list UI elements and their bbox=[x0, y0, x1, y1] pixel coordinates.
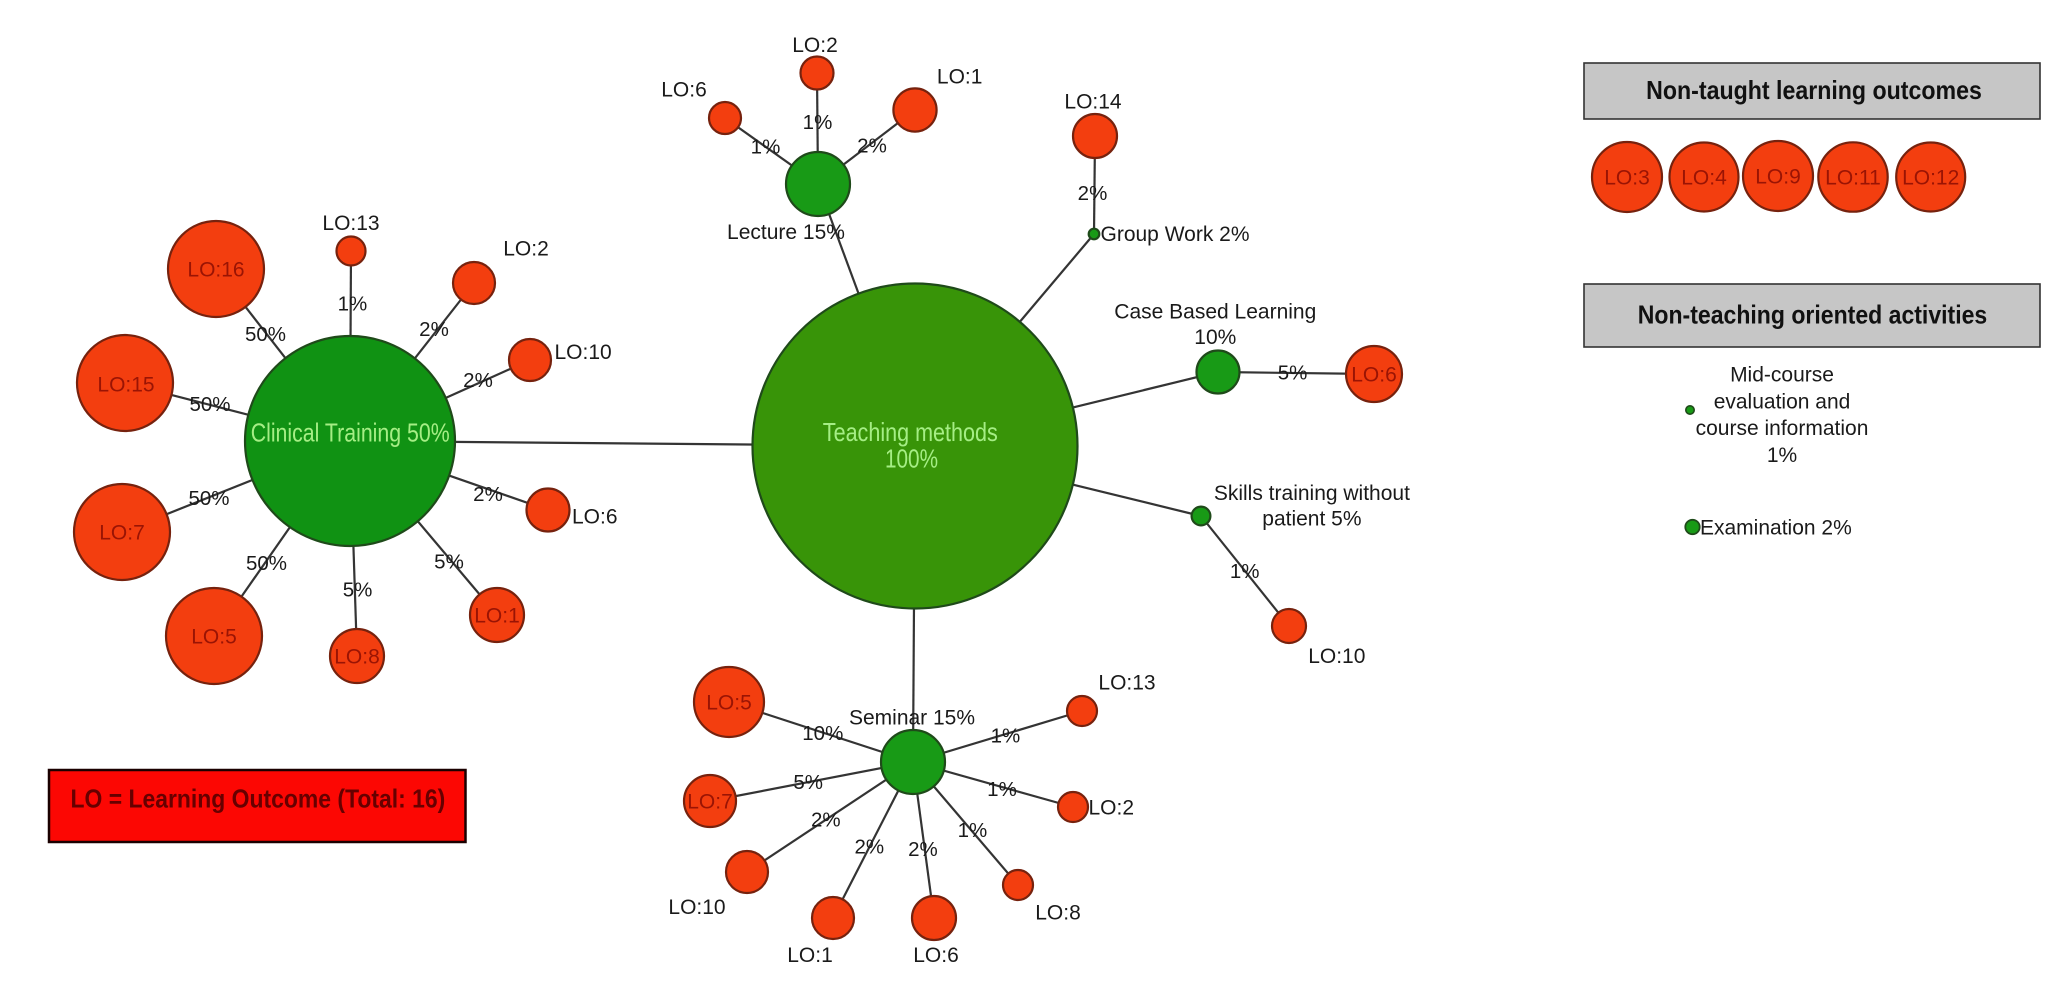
svg-text:LO:10: LO:10 bbox=[1308, 645, 1365, 668]
svg-text:course information: course information bbox=[1696, 417, 1869, 440]
svg-text:1%: 1% bbox=[338, 293, 368, 316]
svg-text:2%: 2% bbox=[463, 369, 493, 392]
svg-text:LO:7: LO:7 bbox=[687, 791, 733, 814]
svg-text:50%: 50% bbox=[246, 552, 287, 575]
svg-text:LO:14: LO:14 bbox=[1064, 91, 1122, 114]
svg-text:Clinical Training 50%: Clinical Training 50% bbox=[251, 418, 450, 448]
svg-text:Group Work 2%: Group Work 2% bbox=[1101, 223, 1250, 246]
svg-text:LO:13: LO:13 bbox=[322, 212, 379, 235]
svg-text:LO:8: LO:8 bbox=[334, 646, 380, 669]
svg-text:LO:8: LO:8 bbox=[1035, 902, 1081, 925]
svg-text:1%: 1% bbox=[958, 819, 988, 842]
svg-text:LO:11: LO:11 bbox=[1825, 167, 1881, 190]
svg-text:2%: 2% bbox=[854, 835, 884, 858]
svg-text:5%: 5% bbox=[793, 771, 823, 794]
svg-text:LO:5: LO:5 bbox=[706, 692, 752, 715]
svg-text:5%: 5% bbox=[1278, 361, 1308, 384]
svg-text:LO:2: LO:2 bbox=[792, 34, 838, 57]
svg-text:LO:13: LO:13 bbox=[1098, 672, 1155, 695]
svg-text:LO:12: LO:12 bbox=[1902, 167, 1959, 190]
svg-text:1%: 1% bbox=[1230, 560, 1260, 583]
svg-text:patient 5%: patient 5% bbox=[1262, 508, 1361, 531]
svg-text:2%: 2% bbox=[473, 483, 503, 506]
svg-text:LO = Learning Outcome (Total:: LO = Learning Outcome (Total: 16) bbox=[71, 783, 446, 813]
svg-text:LO:10: LO:10 bbox=[555, 341, 612, 364]
svg-text:2%: 2% bbox=[811, 808, 841, 831]
svg-text:Mid-course: Mid-course bbox=[1730, 364, 1834, 387]
svg-text:50%: 50% bbox=[245, 323, 286, 346]
svg-text:Case Based Learning: Case Based Learning bbox=[1114, 300, 1316, 323]
svg-text:10%: 10% bbox=[802, 722, 843, 745]
svg-text:Teaching methods: Teaching methods bbox=[823, 417, 998, 447]
svg-text:LO:3: LO:3 bbox=[1604, 167, 1650, 190]
svg-text:1%: 1% bbox=[803, 111, 833, 134]
svg-text:Seminar 15%: Seminar 15% bbox=[849, 706, 975, 729]
svg-text:2%: 2% bbox=[419, 318, 449, 341]
svg-text:1%: 1% bbox=[987, 778, 1017, 801]
svg-text:LO:2: LO:2 bbox=[1089, 797, 1135, 820]
svg-text:LO:2: LO:2 bbox=[503, 238, 549, 261]
svg-text:5%: 5% bbox=[343, 579, 373, 602]
svg-text:2%: 2% bbox=[1078, 182, 1108, 205]
svg-text:LO:1: LO:1 bbox=[937, 65, 983, 88]
svg-text:LO:1: LO:1 bbox=[787, 944, 833, 967]
svg-text:Examination 2%: Examination 2% bbox=[1700, 517, 1852, 540]
svg-text:1%: 1% bbox=[1767, 444, 1797, 467]
svg-text:50%: 50% bbox=[189, 393, 230, 416]
svg-text:LO:16: LO:16 bbox=[187, 259, 244, 282]
svg-text:LO:10: LO:10 bbox=[668, 896, 725, 919]
svg-text:Lecture 15%: Lecture 15% bbox=[727, 221, 845, 244]
svg-text:LO:5: LO:5 bbox=[191, 626, 237, 649]
svg-text:50%: 50% bbox=[188, 487, 229, 510]
svg-text:10%: 10% bbox=[1194, 326, 1236, 349]
svg-text:1%: 1% bbox=[751, 136, 781, 159]
svg-text:LO:7: LO:7 bbox=[99, 522, 145, 545]
svg-text:LO:6: LO:6 bbox=[661, 78, 707, 101]
svg-text:LO:9: LO:9 bbox=[1755, 166, 1801, 189]
svg-text:LO:6: LO:6 bbox=[572, 506, 618, 529]
svg-text:Non-teaching oriented activiti: Non-teaching oriented activities bbox=[1638, 300, 1988, 330]
svg-text:1%: 1% bbox=[991, 725, 1021, 748]
svg-text:Skills training without: Skills training without bbox=[1214, 482, 1410, 505]
svg-text:100%: 100% bbox=[885, 443, 938, 473]
svg-text:5%: 5% bbox=[434, 551, 464, 574]
svg-text:LO:6: LO:6 bbox=[913, 944, 959, 967]
svg-text:LO:15: LO:15 bbox=[97, 374, 154, 397]
svg-text:evaluation and: evaluation and bbox=[1714, 390, 1851, 413]
svg-text:LO:6: LO:6 bbox=[1351, 364, 1397, 387]
svg-text:2%: 2% bbox=[857, 134, 887, 157]
svg-text:Non-taught learning outcomes: Non-taught learning outcomes bbox=[1646, 75, 1982, 105]
svg-text:2%: 2% bbox=[908, 838, 938, 861]
svg-text:LO:1: LO:1 bbox=[474, 605, 520, 628]
svg-text:LO:4: LO:4 bbox=[1681, 167, 1727, 190]
